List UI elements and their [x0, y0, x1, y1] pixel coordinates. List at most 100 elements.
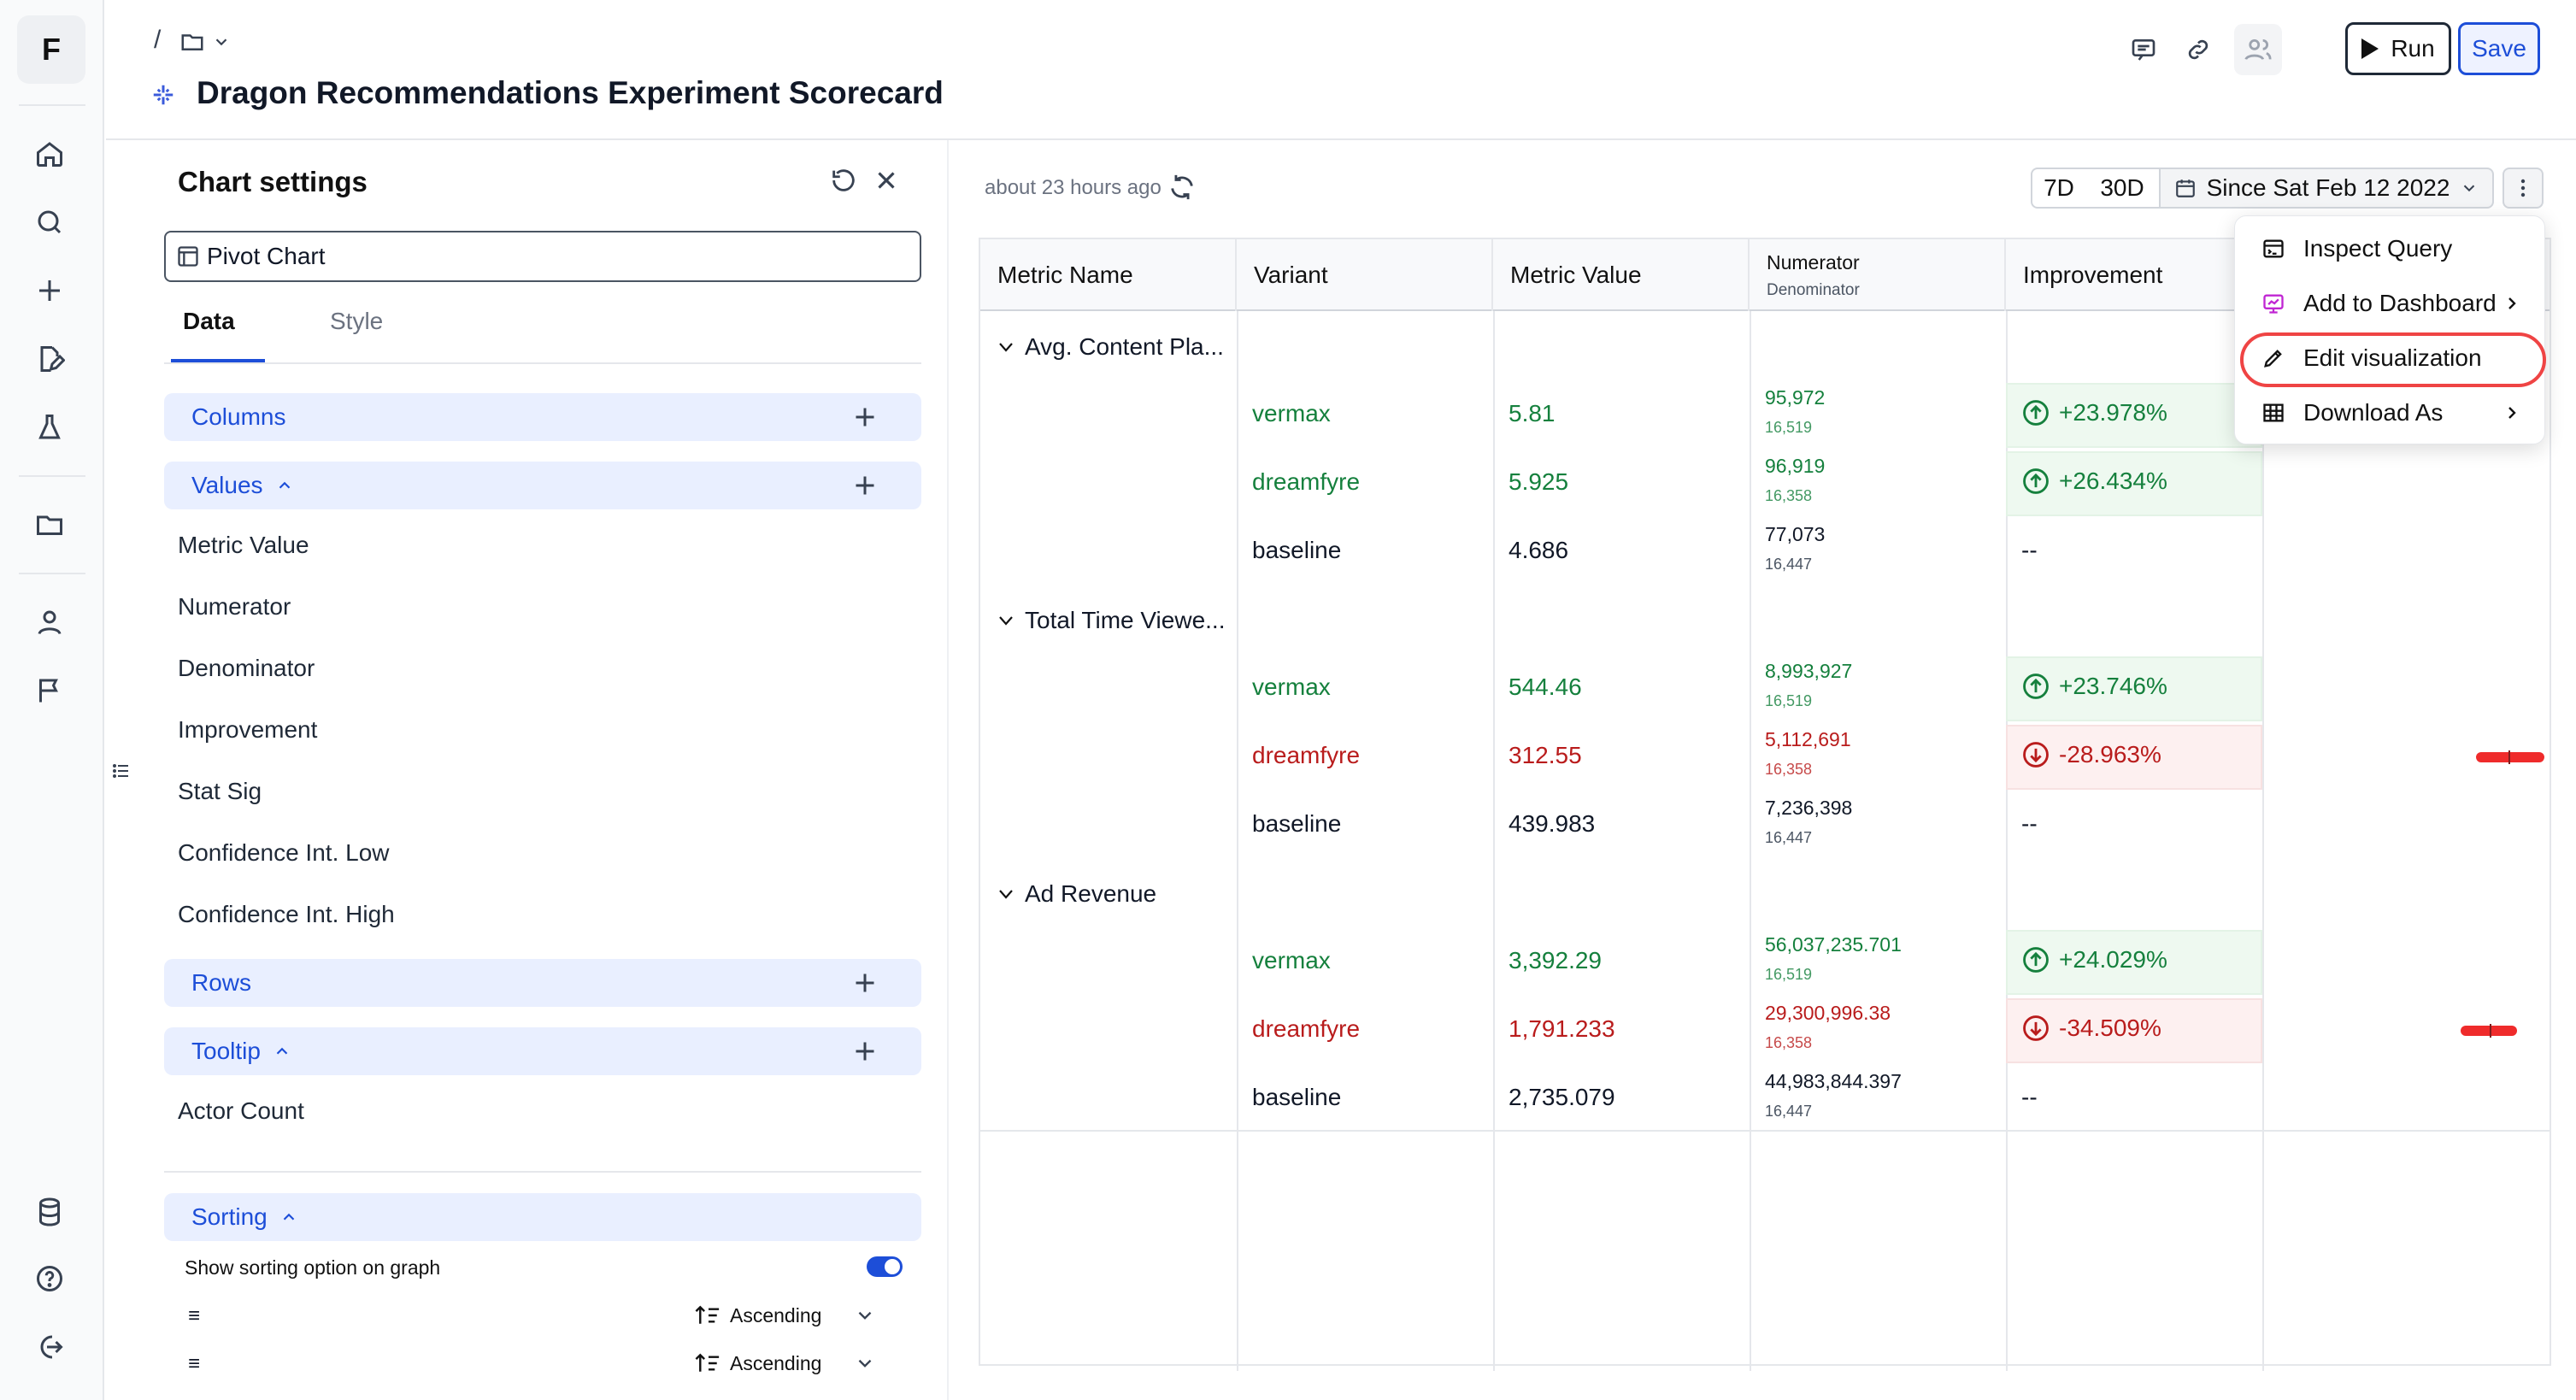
reset-icon[interactable] — [829, 166, 858, 195]
arrow-down-circle-icon — [2023, 742, 2049, 768]
link-icon[interactable] — [2179, 31, 2217, 68]
drag-handle-icon[interactable]: ≡ — [188, 1304, 201, 1327]
sort-order-select[interactable]: Ascending — [694, 1303, 876, 1328]
edit-document-icon[interactable] — [31, 340, 68, 378]
flag-icon[interactable] — [31, 672, 68, 709]
sort-ascending-icon — [695, 1305, 720, 1324]
breadcrumb-separator: / — [154, 26, 162, 54]
variant-cell: dreamfyre — [1252, 1015, 1361, 1042]
value-item[interactable]: Stat Sig — [178, 778, 262, 804]
date-range-select[interactable]: Since Sat Feb 12 2022 — [2159, 168, 2494, 209]
menu-item-download-as[interactable]: Download As — [2235, 387, 2546, 438]
header-improvement[interactable]: Improvement — [2006, 239, 2262, 311]
group-row[interactable]: Total Time Viewe... — [996, 607, 1225, 634]
numerator-cell: 56,037,235.701 — [1765, 933, 1902, 956]
flask-icon[interactable] — [31, 409, 68, 446]
rows-section[interactable]: Rows — [164, 959, 921, 1007]
header-metric-value[interactable]: Metric Value — [1493, 239, 1750, 311]
table-bottom-divider — [980, 1130, 2550, 1132]
menu-item-edit-visualization[interactable]: Edit visualization — [2235, 332, 2546, 384]
sorting-toggle[interactable] — [867, 1256, 903, 1277]
search-icon[interactable] — [31, 203, 68, 241]
active-tab-indicator — [171, 359, 265, 362]
header-numerator-denominator[interactable]: Numerator Denominator — [1750, 239, 2006, 311]
chart-more-button[interactable] — [2502, 168, 2544, 209]
add-row-icon — [856, 974, 874, 992]
denominator-cell: 16,447 — [1765, 829, 1813, 846]
value-item[interactable]: Numerator — [178, 593, 291, 620]
improvement-bg — [2006, 383, 2262, 448]
folder-icon[interactable] — [31, 506, 68, 544]
columns-label: Columns — [191, 403, 286, 430]
group-row[interactable]: Ad Revenue — [996, 880, 1156, 908]
panel-divider — [947, 140, 949, 1400]
numerator-cell: 96,919 — [1765, 455, 1826, 477]
sorting-toggle-label: Show sorting option on graph — [185, 1256, 441, 1279]
list-toggle-icon[interactable] — [111, 761, 132, 781]
date-range-label: Since Sat Feb 12 2022 — [2206, 174, 2450, 201]
confidence-bar — [2476, 750, 2544, 764]
header-metric-name[interactable]: Metric Name — [980, 239, 1237, 311]
value-item[interactable]: Denominator — [178, 655, 315, 681]
value-item[interactable]: Confidence Int. High — [178, 901, 395, 927]
chart-options-menu: Inspect Query Add to Dashboard Edit visu… — [2234, 215, 2546, 444]
values-section[interactable]: Values — [164, 462, 921, 509]
range-7d-button[interactable]: 7D — [2031, 168, 2087, 209]
value-item[interactable]: Improvement — [178, 716, 318, 743]
numerator-cell: 44,983,844.397 — [1765, 1070, 1902, 1092]
menu-item-inspect-query[interactable]: Inspect Query — [2235, 223, 2546, 274]
arrow-up-circle-icon — [2023, 674, 2049, 699]
numerator-cell: 95,972 — [1765, 386, 1826, 409]
app-logo[interactable]: F — [17, 15, 85, 84]
improvement-bg — [2006, 656, 2262, 721]
calendar-icon — [2175, 179, 2195, 197]
close-icon[interactable] — [872, 166, 901, 195]
sort-order-label: Ascending — [730, 1303, 822, 1326]
help-icon[interactable] — [31, 1260, 68, 1297]
run-button[interactable]: Run — [2345, 22, 2451, 75]
value-item[interactable]: Metric Value — [178, 532, 309, 558]
denominator-cell: 16,519 — [1765, 966, 1813, 983]
column-divider — [1237, 311, 1238, 1371]
breadcrumb-folder[interactable] — [178, 29, 231, 55]
chevron-down-icon — [215, 38, 227, 46]
denominator-cell: 16,519 — [1765, 419, 1813, 436]
tab-style[interactable]: Style — [330, 308, 384, 334]
sort-order-select[interactable]: Ascending — [694, 1350, 876, 1376]
home-icon[interactable] — [31, 135, 68, 173]
sorting-section[interactable]: Sorting — [164, 1193, 921, 1241]
metric-name: Avg. Content Pla... — [1025, 333, 1224, 360]
user-icon[interactable] — [31, 603, 68, 641]
share-users-icon[interactable] — [2234, 24, 2282, 75]
range-30d-button[interactable]: 30D — [2085, 168, 2161, 209]
chevron-down-icon — [999, 890, 1013, 899]
logout-icon[interactable] — [31, 1328, 68, 1366]
arrow-down-circle-icon — [2023, 1015, 2049, 1041]
tooltip-section[interactable]: Tooltip — [164, 1027, 921, 1075]
nav-rail: F — [0, 0, 104, 1400]
save-button[interactable]: Save — [2458, 22, 2540, 75]
group-row[interactable]: Avg. Content Pla... — [996, 333, 1224, 361]
menu-item-add-to-dashboard[interactable]: Add to Dashboard — [2235, 278, 2546, 329]
database-icon[interactable] — [31, 1193, 68, 1231]
header-variant[interactable]: Variant — [1237, 239, 1493, 311]
value-item[interactable]: Confidence Int. Low — [178, 839, 390, 866]
improvement-cell: +24.029% — [2021, 945, 2167, 974]
metric-value-cell: 3,392.29 — [1509, 947, 1602, 974]
tooltip-item[interactable]: Actor Count — [178, 1097, 304, 1124]
dashboard-icon — [2263, 294, 2284, 314]
plus-icon[interactable] — [31, 272, 68, 309]
chart-type-label: Pivot Chart — [207, 243, 326, 269]
chevron-right-icon — [2508, 297, 2516, 309]
columns-section[interactable]: Columns — [164, 393, 921, 441]
comment-icon[interactable] — [2125, 31, 2162, 68]
chevron-down-icon — [859, 1359, 872, 1368]
refresh-icon[interactable] — [1167, 173, 1197, 202]
chevron-up-icon — [283, 1213, 294, 1221]
column-divider — [2006, 311, 2008, 1371]
metric-value-cell: 439.983 — [1509, 810, 1596, 837]
tab-data[interactable]: Data — [183, 308, 235, 334]
sort-order-label: Ascending — [730, 1351, 822, 1374]
chart-type-select[interactable]: Pivot Chart — [164, 231, 921, 282]
drag-handle-icon[interactable]: ≡ — [188, 1352, 201, 1375]
